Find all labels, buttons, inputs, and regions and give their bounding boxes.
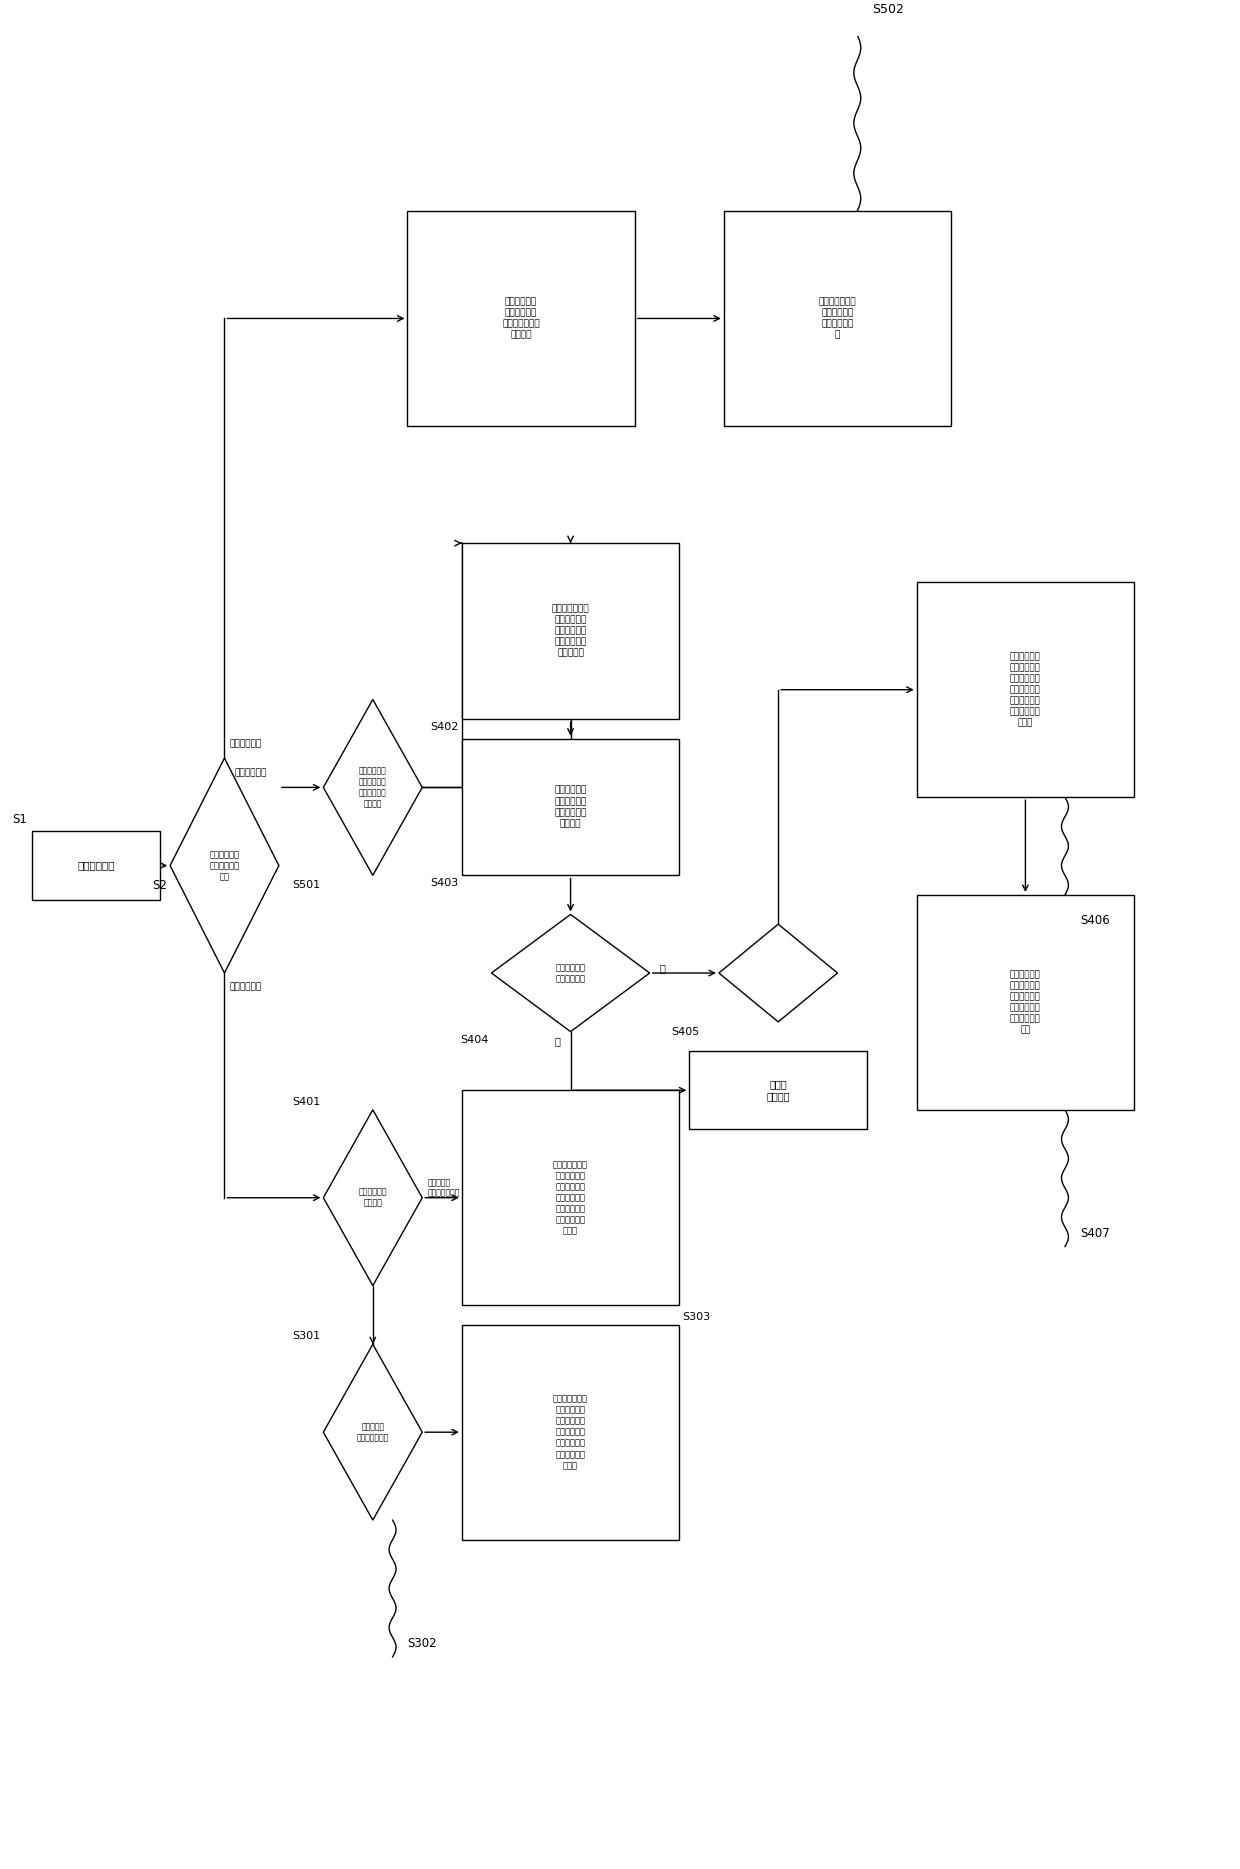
Text: S404: S404 <box>460 1035 489 1045</box>
Text: S303: S303 <box>682 1312 711 1321</box>
Text: S501: S501 <box>293 880 320 890</box>
Text: 启动换挡机构，
使得第二输入
轴与输出轴分
离: 启动换挡机构， 使得第二输入 轴与输出轴分 离 <box>818 297 857 340</box>
Text: S402: S402 <box>430 721 459 733</box>
Polygon shape <box>170 759 279 974</box>
Text: 待离合器分离
完成后，启动
换挡机构，调
整第一输入轴
与输出轴的传
动比: 待离合器分离 完成后，启动 换挡机构，调 整第一输入轴 与输出轴的传 动比 <box>1011 970 1040 1035</box>
Text: 车辆处于低速: 车辆处于低速 <box>229 983 262 992</box>
FancyBboxPatch shape <box>461 1090 680 1305</box>
Text: 接合器，使得
发动机与电机
协同向输出轴
提供动力: 接合器，使得 发动机与电机 协同向输出轴 提供动力 <box>554 785 587 828</box>
Polygon shape <box>324 1110 423 1286</box>
Text: 判断车辆当前
扭矩需求: 判断车辆当前 扭矩需求 <box>358 1187 387 1207</box>
Polygon shape <box>324 1344 423 1519</box>
Text: 车辆处于中速: 车辆处于中速 <box>234 768 267 778</box>
Text: 否: 否 <box>554 1037 560 1047</box>
Text: S1: S1 <box>12 813 27 826</box>
Text: 启动换挡机构，
使得第一输入
轴与输出轴比
传动处于固定
比传动状态: 启动换挡机构， 使得第一输入 轴与输出轴比 传动处于固定 比传动状态 <box>552 604 589 658</box>
FancyBboxPatch shape <box>689 1050 867 1129</box>
Text: 启动换挡机构，
使得第二输入
轴以高扭矩传
动连接，并且
保持第一输入
轴与第一输出
轴分离: 启动换挡机构， 使得第二输入 轴以高扭矩传 动连接，并且 保持第一输入 轴与第一… <box>553 1161 588 1235</box>
Polygon shape <box>324 699 423 875</box>
FancyBboxPatch shape <box>408 211 635 426</box>
FancyBboxPatch shape <box>916 895 1135 1110</box>
Text: 则保持
当前状态: 则保持 当前状态 <box>766 1078 790 1101</box>
Text: S502: S502 <box>872 2 904 15</box>
Text: S301: S301 <box>293 1331 320 1342</box>
FancyBboxPatch shape <box>461 544 680 720</box>
Text: S407: S407 <box>1080 1228 1110 1239</box>
FancyBboxPatch shape <box>32 832 160 899</box>
Text: S406: S406 <box>1080 914 1110 927</box>
Text: 逐步分离离合
器，同时增加
电机转矩，使
得电机减少的
转矩与发动机
增加的转矩保
持一致: 逐步分离离合 器，同时增加 电机转矩，使 得电机减少的 转矩与发动机 增加的转矩… <box>1011 652 1040 727</box>
Text: 启动换挡机构，
使得第二输入
轴以低扭矩传
动连接，并且
保持第一输入
轴与第一输出
轴分离: 启动换挡机构， 使得第二输入 轴以低扭矩传 动连接，并且 保持第一输入 轴与第一… <box>553 1394 588 1471</box>
Text: 车辆处于高速: 车辆处于高速 <box>229 740 262 748</box>
Text: 是: 是 <box>660 963 666 974</box>
Text: S2: S2 <box>153 878 167 892</box>
FancyBboxPatch shape <box>461 1325 680 1540</box>
Text: 若当前扭矩
需求为高扭矩时: 若当前扭矩 需求为高扭矩时 <box>428 1177 460 1198</box>
Text: S302: S302 <box>408 1637 436 1650</box>
Text: S401: S401 <box>293 1097 320 1106</box>
FancyBboxPatch shape <box>916 583 1135 798</box>
Text: 若当前扭矩
需求为低扭矩时: 若当前扭矩 需求为低扭矩时 <box>357 1422 389 1443</box>
FancyBboxPatch shape <box>461 738 680 875</box>
Text: 根据车辆参数
判断车辆当前
车速: 根据车辆参数 判断车辆当前 车速 <box>210 850 239 880</box>
Text: 判断车辆是否
处于加速状态: 判断车辆是否 处于加速状态 <box>556 963 585 983</box>
Text: 采集车辆参数: 采集车辆参数 <box>77 860 114 871</box>
FancyBboxPatch shape <box>724 211 951 426</box>
Polygon shape <box>719 923 837 1022</box>
Polygon shape <box>491 914 650 1032</box>
Text: 保持第一输入
轴与输出轴的
传动连接状态，
关闭电机: 保持第一输入 轴与输出轴的 传动连接状态， 关闭电机 <box>502 297 539 340</box>
Text: S405: S405 <box>671 1026 699 1037</box>
Text: S403: S403 <box>430 878 459 888</box>
Text: 保持第二输入
轴与输出轴的
传动连接，启
动发动机: 保持第二输入 轴与输出轴的 传动连接，启 动发动机 <box>358 766 387 809</box>
